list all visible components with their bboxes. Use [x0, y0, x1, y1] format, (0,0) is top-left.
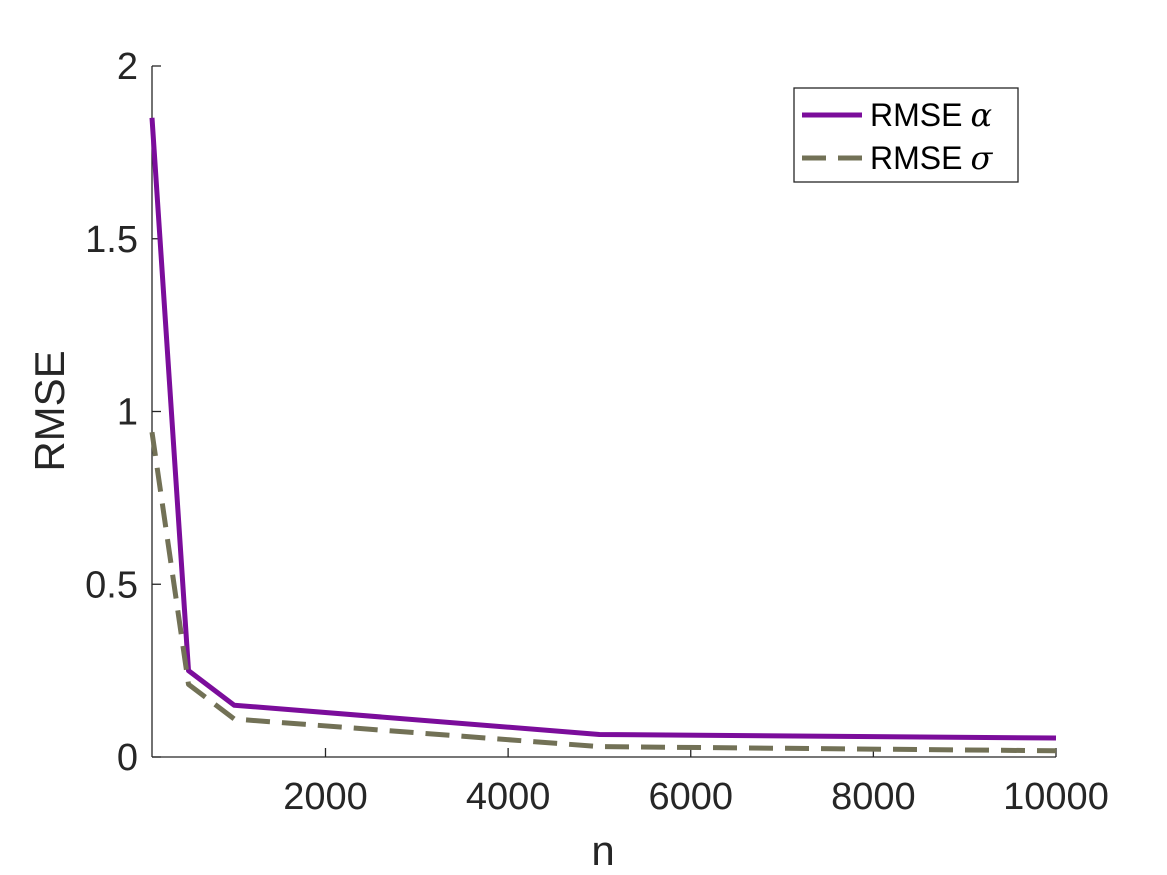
y-tick-label: 1.5: [85, 219, 138, 261]
legend-label-rmse-alpha-symbol: α: [970, 96, 992, 134]
y-tick-label: 1: [117, 392, 138, 434]
x-tick-label: 6000: [648, 776, 733, 818]
x-tick-label: 8000: [831, 776, 916, 818]
legend-label-rmse-sigma-text: RMSE: [870, 140, 962, 176]
x-axis-ticks: 2000 4000 6000 8000 10000: [283, 748, 1109, 818]
x-tick-label: 10000: [1003, 776, 1109, 818]
legend-label-rmse-sigma: RMSE σ: [870, 139, 993, 177]
legend-label-rmse-alpha-text: RMSE: [870, 97, 962, 133]
x-tick-label: 4000: [466, 776, 551, 818]
x-tick-label: 2000: [283, 776, 368, 818]
series-line-rmse-sigma: [149, 431, 1057, 754]
legend: RMSE α RMSE σ: [793, 87, 1019, 183]
y-tick-label: 0.5: [85, 564, 138, 606]
legend-label-rmse-sigma-symbol: σ: [970, 139, 993, 177]
series-layer: [149, 117, 1057, 754]
x-axis-title: n: [591, 827, 614, 874]
y-tick-label: 0: [117, 737, 138, 779]
legend-box: [793, 87, 1019, 183]
legend-label-rmse-alpha: RMSE α: [870, 96, 992, 134]
y-tick-label: 2: [117, 46, 138, 88]
series-line-rmse-alpha: [149, 117, 1057, 741]
y-axis-title: RMSE: [26, 350, 73, 471]
y-axis-ticks: 0 0.5 1 1.5 2: [85, 46, 161, 779]
